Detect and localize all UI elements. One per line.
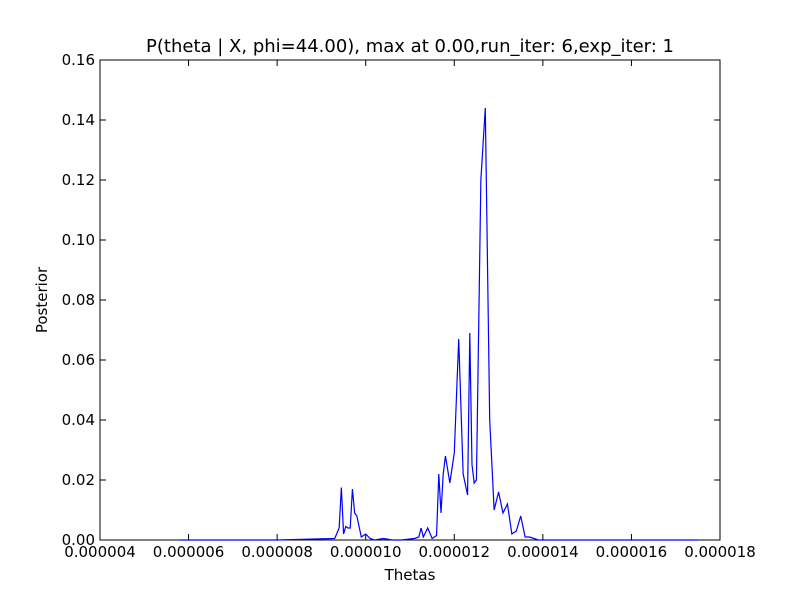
x-tick-label: 0.000012 (418, 543, 490, 561)
x-tick-label: 0.000010 (330, 543, 402, 561)
x-tick-labels: 0.000004 0.000006 0.000008 0.000010 0.000012… (64, 543, 756, 561)
y-tick-label: 0.04 (62, 411, 95, 429)
y-axis-label: Posterior (33, 266, 51, 333)
x-tick-label: 0.000008 (241, 543, 313, 561)
y-tick-label: 0.00 (62, 531, 95, 549)
x-tick-label: 0.000014 (507, 543, 579, 561)
tick-marks (99, 59, 721, 541)
series-line (179, 107, 698, 541)
y-tick-label: 0.14 (62, 111, 95, 129)
x-tick-label: 0.000016 (596, 543, 668, 561)
plot-area (99, 59, 721, 541)
y-tick-label: 0.16 (62, 51, 95, 69)
x-axis-label: Thetas (384, 566, 436, 584)
y-tick-label: 0.08 (62, 291, 95, 309)
y-tick-label: 0.02 (62, 471, 95, 489)
x-tick-label: 0.000004 (64, 543, 136, 561)
y-tick-label: 0.10 (62, 231, 95, 249)
x-tick-label: 0.000018 (684, 543, 756, 561)
y-tick-label: 0.12 (62, 171, 95, 189)
y-tick-label: 0.06 (62, 351, 95, 369)
plot-frame (99, 59, 721, 541)
y-tick-labels: 0.00 0.02 0.04 0.06 0.08 0.10 0.12 0.14 0.16 (62, 51, 95, 549)
chart-title: P(theta | X, phi=44.00), max at 0.00,run… (146, 36, 674, 57)
x-tick-label: 0.000006 (153, 543, 225, 561)
